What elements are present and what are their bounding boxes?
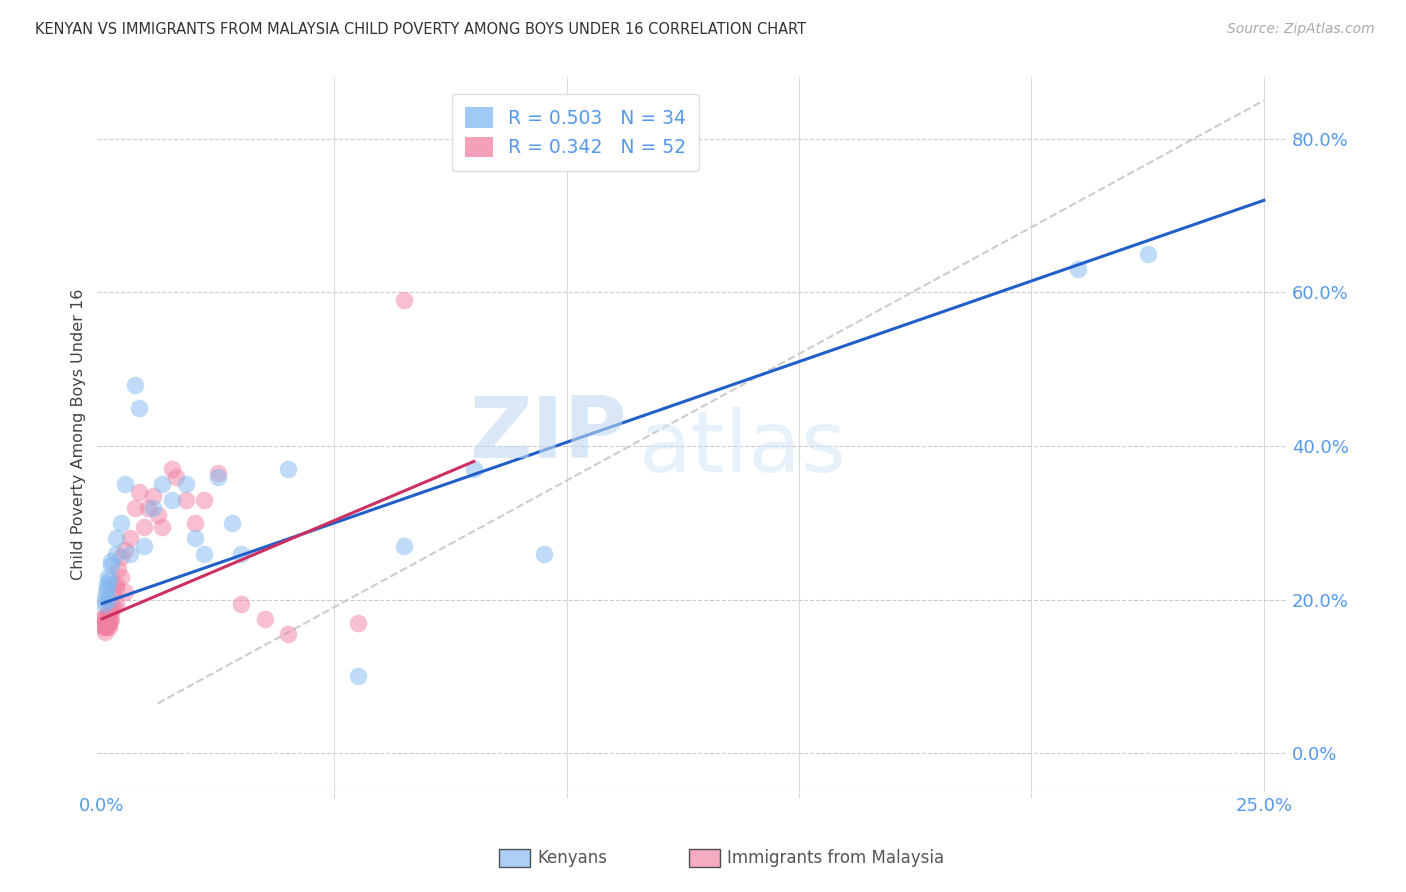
- Point: [100, 597, 122, 611]
- Point: [104, 547, 127, 561]
- Point: [104, 581, 127, 595]
- Point: [463, 462, 485, 476]
- Point: [132, 520, 155, 534]
- Point: [193, 547, 215, 561]
- Point: [174, 492, 197, 507]
- Point: [104, 531, 127, 545]
- Point: [100, 554, 122, 568]
- Point: [98, 607, 121, 621]
- Point: [142, 489, 165, 503]
- Point: [110, 516, 132, 530]
- Point: [98, 574, 121, 588]
- Point: [392, 293, 415, 308]
- Point: [100, 612, 122, 626]
- Point: [221, 516, 243, 530]
- Point: [98, 609, 121, 624]
- Point: [101, 585, 124, 599]
- Point: [94, 619, 117, 633]
- Point: [533, 547, 555, 561]
- Point: [1067, 262, 1090, 277]
- Point: [97, 604, 120, 618]
- Point: [114, 585, 136, 599]
- Legend: R = 0.503   N = 34, R = 0.342   N = 52: R = 0.503 N = 34, R = 0.342 N = 52: [451, 94, 699, 170]
- Point: [110, 569, 132, 583]
- Point: [128, 485, 150, 500]
- Point: [97, 612, 120, 626]
- Point: [160, 462, 183, 476]
- Point: [142, 500, 165, 515]
- Point: [96, 581, 118, 595]
- Point: [93, 615, 115, 630]
- Point: [100, 558, 122, 573]
- Point: [98, 614, 121, 628]
- Point: [93, 612, 115, 626]
- Point: [207, 466, 229, 480]
- Point: [207, 470, 229, 484]
- Point: [114, 477, 136, 491]
- Point: [110, 550, 132, 565]
- Text: atlas: atlas: [638, 408, 846, 491]
- Point: [132, 539, 155, 553]
- Point: [93, 597, 115, 611]
- Point: [100, 604, 122, 618]
- Point: [128, 401, 150, 415]
- Point: [114, 542, 136, 557]
- Point: [98, 619, 121, 633]
- Point: [277, 462, 299, 476]
- Text: Source: ZipAtlas.com: Source: ZipAtlas.com: [1227, 22, 1375, 37]
- Point: [118, 531, 141, 545]
- Point: [152, 477, 174, 491]
- Point: [152, 520, 174, 534]
- Point: [98, 592, 121, 607]
- Point: [104, 597, 127, 611]
- Point: [96, 619, 118, 633]
- Point: [103, 600, 125, 615]
- Point: [104, 577, 127, 591]
- Point: [93, 617, 115, 632]
- Point: [1136, 247, 1159, 261]
- Point: [160, 492, 183, 507]
- Point: [94, 615, 117, 630]
- Point: [346, 615, 368, 630]
- Point: [165, 470, 187, 484]
- Point: [231, 597, 253, 611]
- Point: [277, 627, 299, 641]
- Point: [174, 477, 197, 491]
- Point: [93, 592, 115, 607]
- Point: [94, 614, 117, 628]
- Text: Kenyans: Kenyans: [537, 849, 607, 867]
- Text: KENYAN VS IMMIGRANTS FROM MALAYSIA CHILD POVERTY AMONG BOYS UNDER 16 CORRELATION: KENYAN VS IMMIGRANTS FROM MALAYSIA CHILD…: [35, 22, 806, 37]
- Point: [184, 531, 207, 545]
- Point: [392, 539, 415, 553]
- Point: [97, 617, 120, 632]
- Point: [94, 624, 117, 639]
- Text: Immigrants from Malaysia: Immigrants from Malaysia: [727, 849, 943, 867]
- Point: [138, 500, 160, 515]
- Point: [96, 609, 118, 624]
- Point: [96, 617, 118, 632]
- Point: [94, 585, 117, 599]
- Point: [146, 508, 169, 523]
- Point: [193, 492, 215, 507]
- Y-axis label: Child Poverty Among Boys Under 16: Child Poverty Among Boys Under 16: [72, 289, 86, 581]
- Point: [118, 547, 141, 561]
- Point: [96, 577, 118, 591]
- Point: [97, 569, 120, 583]
- Point: [184, 516, 207, 530]
- Point: [124, 377, 146, 392]
- Point: [107, 562, 129, 576]
- Text: ZIP: ZIP: [470, 393, 627, 476]
- Point: [346, 669, 368, 683]
- Point: [93, 609, 115, 624]
- Point: [124, 500, 146, 515]
- Point: [231, 547, 253, 561]
- Point: [93, 619, 115, 633]
- Point: [96, 612, 118, 626]
- Point: [253, 612, 276, 626]
